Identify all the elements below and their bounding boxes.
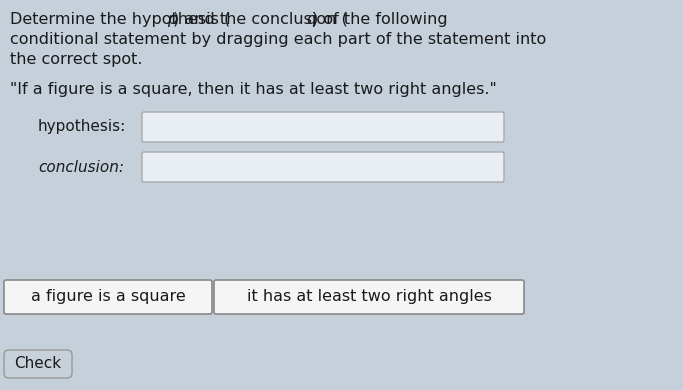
Text: ) and the conclusion (: ) and the conclusion ( [173,12,348,27]
Text: a figure is a square: a figure is a square [31,289,185,305]
Text: conclusion:: conclusion: [38,160,124,174]
Text: the correct spot.: the correct spot. [10,52,143,67]
Text: q: q [307,12,317,27]
Text: hypothesis:: hypothesis: [38,119,126,135]
Text: Check: Check [14,356,61,372]
Text: p: p [167,12,178,27]
Text: "If a figure is a square, then it has at least two right angles.": "If a figure is a square, then it has at… [10,82,497,97]
Text: conditional statement by dragging each part of the statement into: conditional statement by dragging each p… [10,32,546,47]
FancyBboxPatch shape [142,112,504,142]
Text: Determine the hypothesis (: Determine the hypothesis ( [10,12,230,27]
Text: ) of the following: ) of the following [313,12,448,27]
Text: it has at least two right angles: it has at least two right angles [247,289,492,305]
FancyBboxPatch shape [4,280,212,314]
FancyBboxPatch shape [214,280,524,314]
FancyBboxPatch shape [142,152,504,182]
FancyBboxPatch shape [4,350,72,378]
